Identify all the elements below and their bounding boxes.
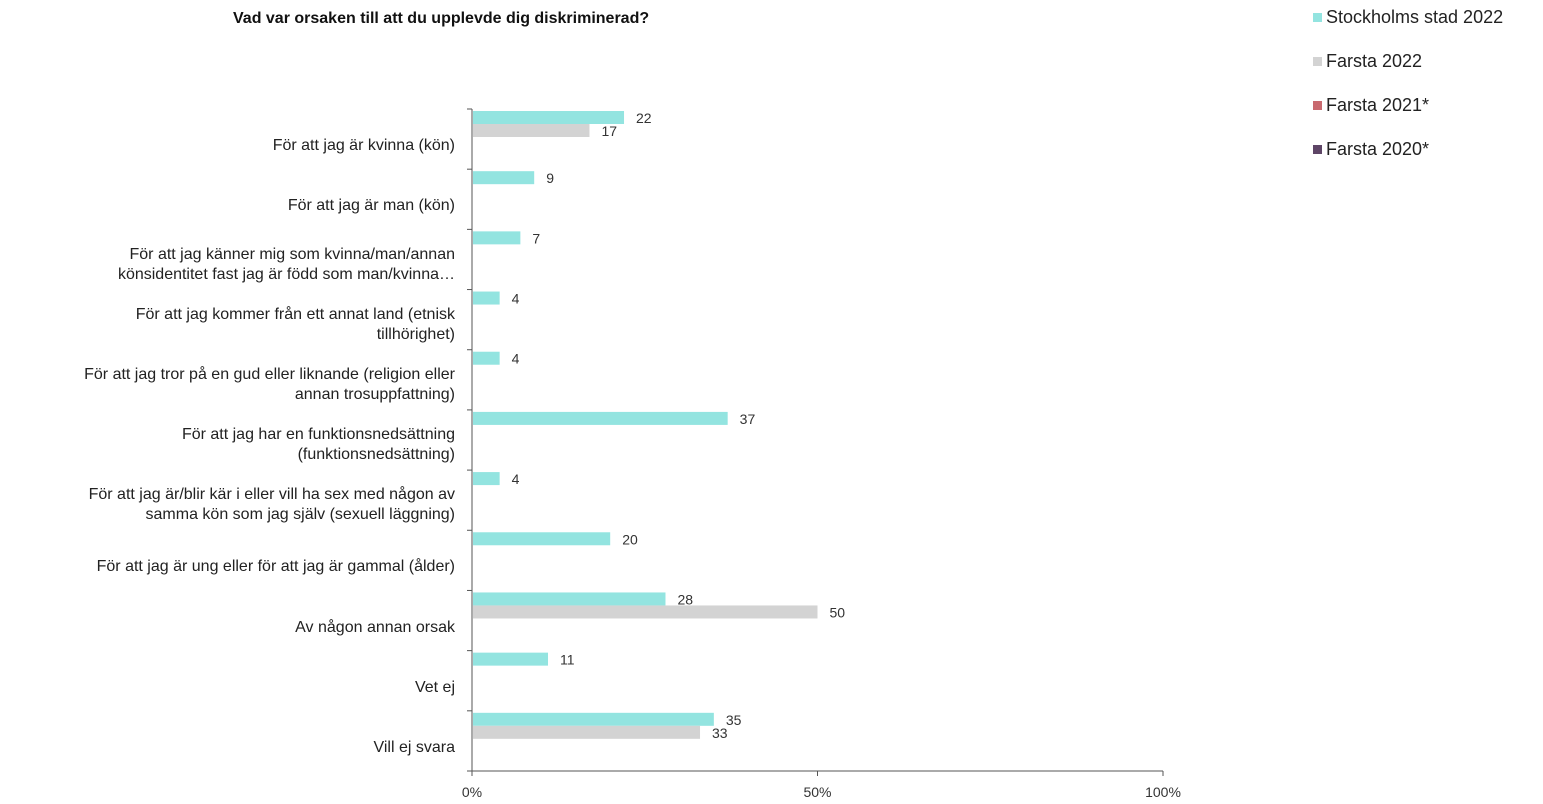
data-label: 20	[622, 531, 638, 547]
bar	[473, 111, 625, 124]
legend-label: Farsta 2021*	[1326, 94, 1430, 115]
bar	[473, 472, 500, 486]
data-label: 33	[712, 725, 728, 741]
legend-swatch	[1313, 100, 1322, 110]
category-label-line: För att jag är kvinna (kön)	[272, 137, 455, 155]
category-label-line: För att jag är ung eller för att jag är …	[96, 558, 455, 576]
legend-label: Stockholms stad 2022	[1326, 6, 1504, 27]
x-tick-label: 50%	[803, 784, 831, 800]
category-label: För att jag är man (kön)	[0, 196, 455, 216]
category-label-line: samma kön som jag själv (sexuell läggnin…	[145, 506, 455, 524]
bar	[473, 231, 521, 245]
category-label-line: Vill ej svara	[373, 739, 455, 756]
data-label: 28	[677, 591, 693, 607]
category-label: För att jag kommer från ett annat land (…	[0, 305, 455, 345]
bar	[473, 124, 590, 137]
legend-swatch	[1313, 56, 1322, 66]
data-label: 22	[636, 110, 652, 126]
bar	[473, 351, 500, 365]
x-tick-label: 0%	[462, 784, 482, 800]
legend-item: Farsta 2020*	[1313, 138, 1503, 160]
category-label-line: För att jag är/blir kär i eller vill ha …	[88, 486, 455, 504]
legend-label: Farsta 2020*	[1326, 138, 1430, 159]
bar	[473, 411, 728, 425]
category-label: Vet ej	[0, 678, 455, 698]
category-label-line: För att jag har en funktionsnedsättning	[181, 426, 455, 444]
data-label: 37	[740, 411, 756, 427]
category-label: För att jag är ung eller för att jag är …	[0, 557, 455, 577]
data-label: 4	[512, 291, 520, 307]
chart-title: Vad var orsaken till att du upplevde dig…	[233, 10, 650, 27]
bar	[473, 725, 701, 739]
category-label-line: Av någon annan orsak	[295, 618, 455, 636]
category-label: För att jag är/blir kär i eller vill ha …	[0, 485, 455, 525]
data-label: 9	[546, 170, 554, 186]
category-label: För att jag känner mig som kvinna/man/an…	[0, 245, 455, 285]
category-label: För att jag tror på en gud eller liknand…	[0, 365, 455, 405]
category-label-line: könsidentitet fast jag är född som man/k…	[117, 265, 455, 283]
category-label-line: För att jag kommer från ett annat land (…	[135, 305, 455, 323]
category-label-line: För att jag känner mig som kvinna/man/an…	[129, 245, 456, 263]
legend-item: Farsta 2021*	[1313, 94, 1503, 116]
category-label-line: (funktionsnedsättning)	[297, 446, 455, 464]
category-label: För att jag är kvinna (kön)	[0, 136, 455, 156]
category-label-line: Vet ej	[414, 678, 455, 696]
bar	[473, 712, 714, 726]
bar	[473, 532, 611, 546]
legend: Stockholms stad 2022 Farsta 2022 Farsta 20…	[1313, 6, 1503, 182]
data-label: 7	[532, 230, 540, 246]
data-label: 4	[512, 351, 520, 367]
legend-label: Farsta 2022	[1326, 50, 1423, 71]
data-label: 11	[560, 652, 575, 668]
data-label: 50	[830, 604, 846, 620]
category-label: Vill ej svara	[0, 738, 455, 758]
legend-item: Stockholms stad 2022	[1313, 6, 1503, 28]
bar	[473, 592, 666, 606]
legend-swatch	[1313, 144, 1322, 154]
data-label: 17	[601, 123, 617, 139]
legend-item: Farsta 2022	[1313, 50, 1503, 72]
bar	[473, 652, 549, 666]
category-label: Av någon annan orsak	[0, 618, 455, 638]
bar	[473, 171, 535, 185]
bar	[473, 291, 500, 305]
category-label: För att jag har en funktionsnedsättning (…	[0, 425, 455, 465]
category-label-line: annan trosuppfattning)	[294, 385, 455, 403]
data-label: 35	[726, 712, 742, 728]
category-label-line: För att jag tror på en gud eller liknand…	[84, 365, 455, 383]
category-label-line: För att jag är man (kön)	[287, 197, 455, 215]
legend-swatch	[1313, 12, 1322, 22]
bar	[473, 605, 818, 619]
x-tick-label: 100%	[1145, 784, 1181, 800]
category-label-line: tillhörighet)	[376, 325, 455, 343]
data-label: 4	[512, 471, 520, 487]
